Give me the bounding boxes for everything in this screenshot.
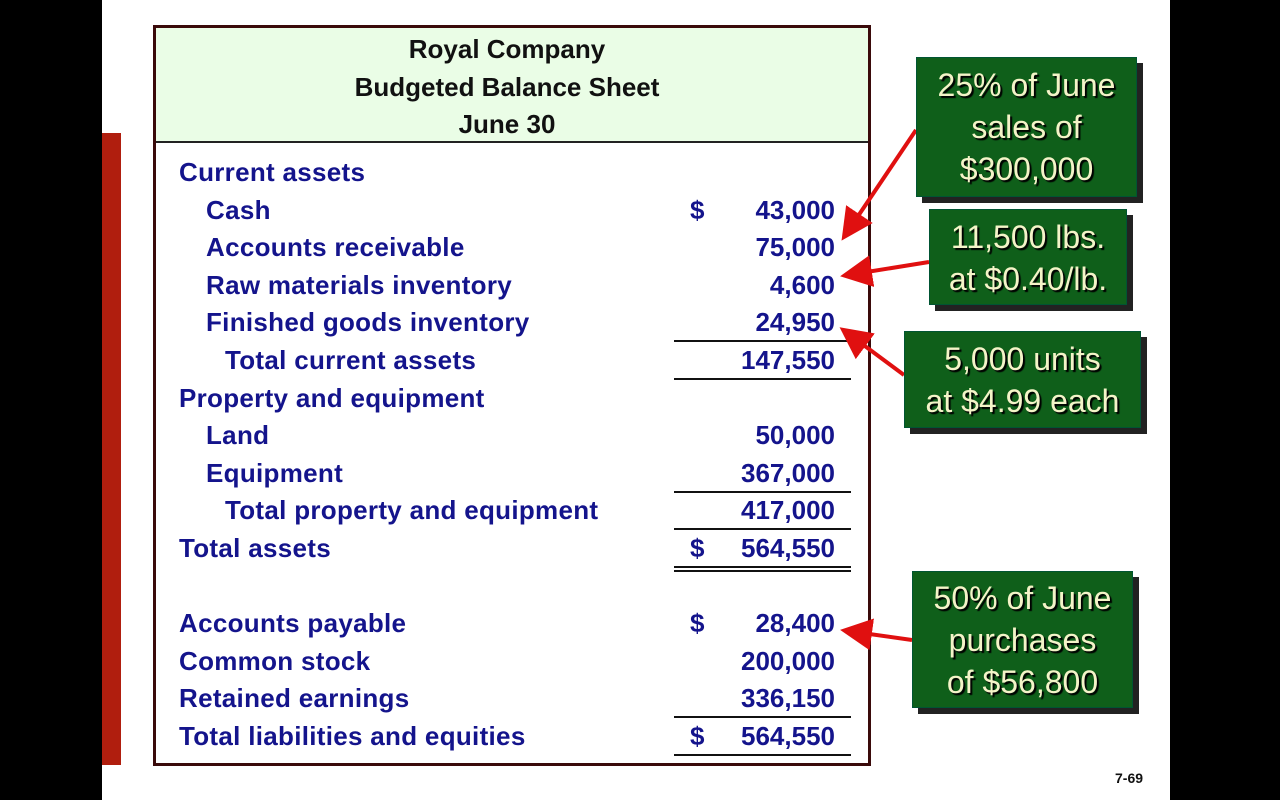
row-amount: 417,000 (741, 495, 835, 526)
table-row: Accounts receivable 75,000 (156, 229, 868, 265)
row-label: Property and equipment (179, 382, 485, 413)
row-label: Cash (206, 194, 271, 225)
dollar-sign: $ (690, 533, 705, 563)
underline-rule (674, 754, 851, 756)
table-row: Total assets $564,550 (156, 530, 868, 566)
balance-sheet: Royal Company Budgeted Balance Sheet Jun… (153, 25, 871, 766)
table-row: Equipment 367,000 (156, 455, 868, 491)
row-label: Equipment (206, 457, 344, 488)
dollar-sign: $ (690, 721, 705, 751)
callout-finished-goods: 5,000 units at $4.99 each (904, 331, 1141, 428)
row-amount: 4,600 (769, 269, 835, 300)
callout-line: of $56,800 (946, 664, 1099, 700)
row-amount: 24,950 (755, 307, 835, 338)
callout-line: 25% of June (937, 67, 1116, 103)
callout-line: purchases (948, 622, 1097, 658)
table-row: Total property and equipment 417,000 (156, 492, 868, 528)
row-label: Land (206, 420, 270, 451)
row-label: Accounts receivable (206, 232, 465, 263)
row-label: Accounts payable (179, 608, 407, 639)
table-row: Common stock 200,000 (156, 643, 868, 679)
table-row: Cash $43,000 (156, 192, 868, 228)
table-row: Total current assets 147,550 (156, 342, 868, 378)
arrow-raw-materials (840, 255, 930, 287)
callout-payable: 50% of June purchases of $56,800 (912, 571, 1133, 708)
table-row: Retained earnings 336,150 (156, 680, 868, 716)
callout-receivable: 25% of June sales of $300,000 (916, 57, 1137, 197)
underline-rule (674, 378, 851, 380)
table-row: Property and equipment (156, 380, 868, 416)
arrow-finished-goods (839, 327, 906, 377)
row-amount: 147,550 (741, 345, 835, 375)
callout-raw-materials: 11,500 lbs. at $0.40/lb. (929, 209, 1127, 305)
table-row: Current assets (156, 154, 868, 190)
callout-line: at $0.40/lb. (948, 261, 1108, 297)
underline-rule (674, 340, 851, 343)
row-label: Common stock (179, 645, 371, 676)
table-row: Finished goods inventory 24,950 (156, 304, 868, 340)
row-label: Total property and equipment (225, 495, 599, 526)
row-amount: 564,550 (741, 721, 835, 751)
dollar-sign: $ (690, 608, 705, 639)
sheet-header: Royal Company Budgeted Balance Sheet Jun… (156, 28, 868, 143)
callout-line: at $4.99 each (925, 383, 1120, 419)
row-label: Current assets (179, 157, 366, 187)
company-name: Royal Company (408, 34, 606, 64)
row-label: Total liabilities and equities (179, 721, 526, 751)
table-row: Total liabilities and equities $564,550 (156, 718, 868, 754)
sheet-date: June 30 (458, 109, 556, 139)
arrow-receivable (841, 128, 918, 241)
underline-rule (674, 570, 851, 572)
underline-rule (674, 528, 851, 531)
underline-rule (674, 566, 851, 568)
callout-line: 5,000 units (944, 341, 1101, 377)
sheet-title: Budgeted Balance Sheet (354, 71, 660, 102)
arrow-payable (840, 618, 913, 651)
row-amount: 43,000 (755, 194, 835, 225)
callout-line: 11,500 lbs. (950, 219, 1106, 255)
row-amount: 28,400 (755, 608, 835, 639)
row-label: Raw materials inventory (206, 269, 513, 300)
row-label: Total assets (179, 533, 331, 563)
table-row: Accounts payable $28,400 (156, 605, 868, 641)
row-amount: 200,000 (741, 645, 835, 676)
dollar-sign: $ (690, 194, 705, 225)
row-amount: 367,000 (741, 457, 835, 488)
row-label: Total current assets (225, 345, 477, 375)
table-row: Land 50,000 (156, 417, 868, 453)
side-accent-bar (102, 133, 121, 765)
callout-line: sales of (971, 109, 1082, 145)
callout-line: $300,000 (959, 151, 1094, 187)
page-number: 7-69 (1115, 770, 1144, 786)
row-amount: 336,150 (741, 683, 835, 714)
row-label: Retained earnings (179, 683, 410, 714)
table-row: Raw materials inventory 4,600 (156, 267, 868, 303)
row-amount: 564,550 (741, 533, 835, 563)
row-amount: 50,000 (755, 420, 835, 451)
row-label: Finished goods inventory (206, 307, 530, 338)
underline-rule (674, 490, 851, 493)
underline-rule (674, 716, 851, 719)
callout-line: 50% of June (933, 580, 1112, 616)
row-amount: 75,000 (755, 232, 835, 263)
